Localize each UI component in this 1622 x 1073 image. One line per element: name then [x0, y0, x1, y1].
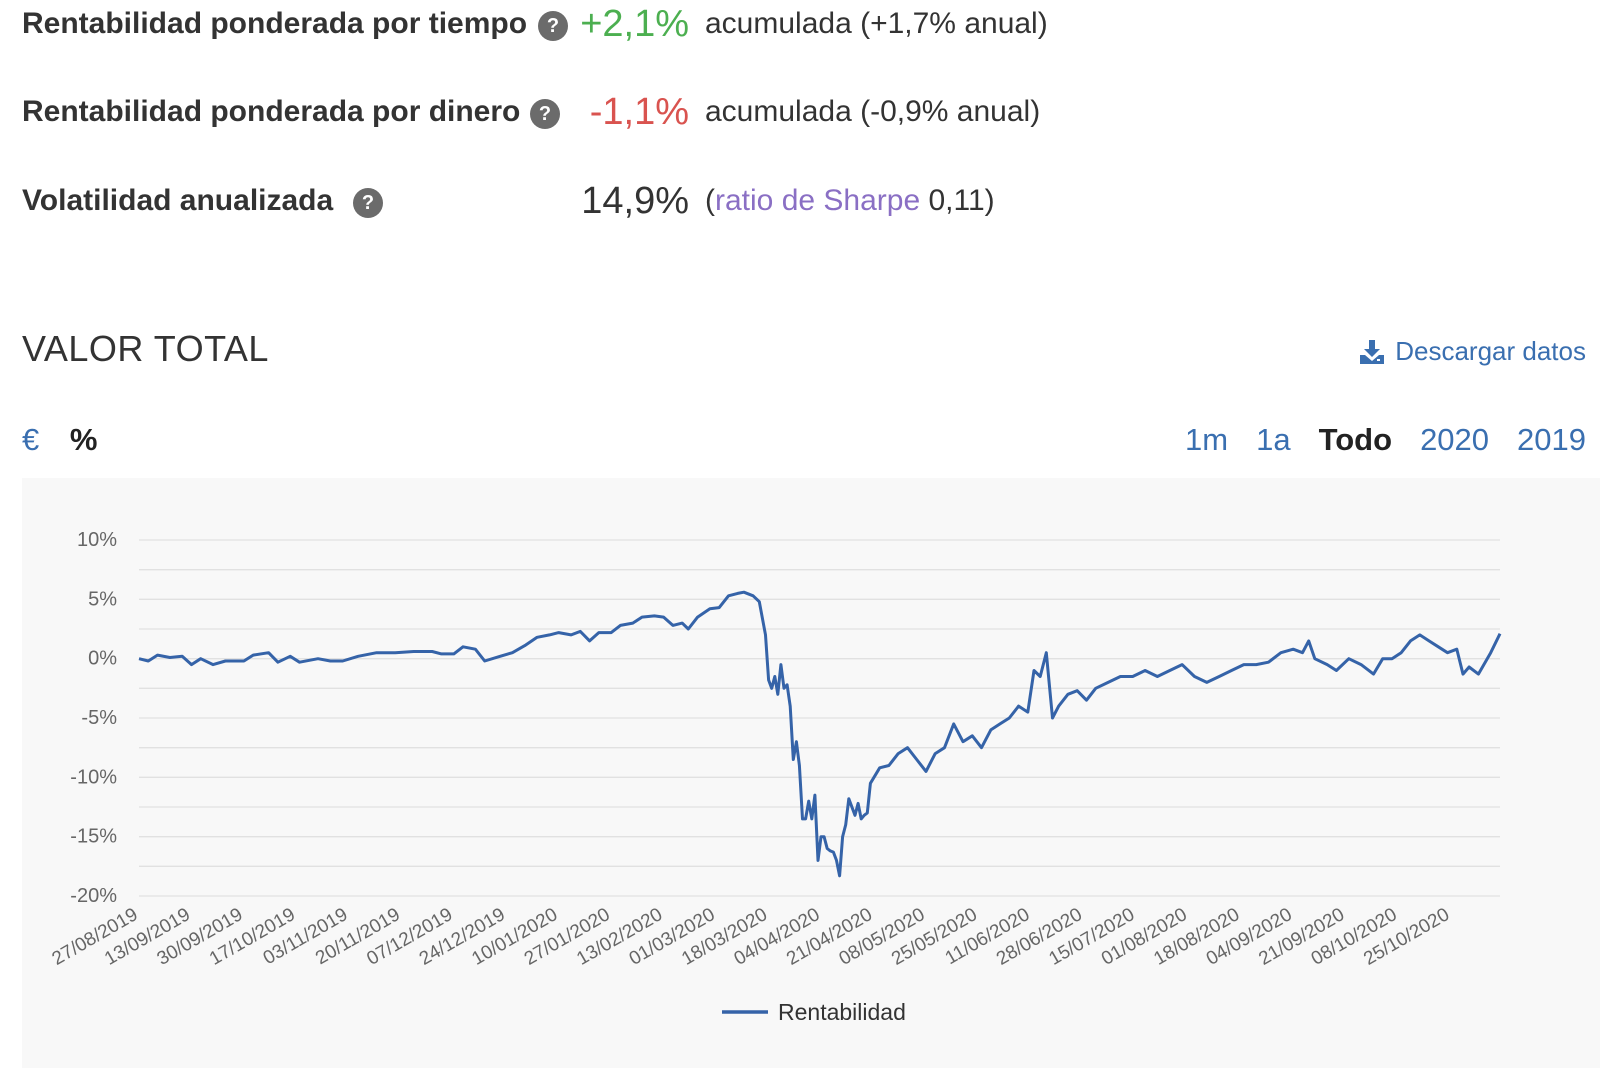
- range-2019[interactable]: 2019: [1517, 422, 1586, 457]
- y-tick-label: 5%: [88, 588, 117, 610]
- range-2020[interactable]: 2020: [1420, 422, 1490, 457]
- section-title: VALOR TOTAL: [22, 328, 269, 369]
- metric-label: Volatilidad anualizada: [22, 184, 334, 217]
- sharpe-ratio-link[interactable]: ratio de Sharpe: [715, 184, 921, 217]
- metric-value: 14,9%: [581, 180, 689, 222]
- y-tick-label: -10%: [70, 766, 117, 788]
- metric-detail: acumulada (-0,9% anual): [705, 95, 1041, 128]
- range-todo[interactable]: Todo: [1318, 422, 1393, 457]
- range-1a[interactable]: 1a: [1256, 422, 1291, 457]
- metric-label: Rentabilidad ponderada por dinero: [22, 95, 521, 128]
- metric-label: Rentabilidad ponderada por tiempo: [22, 7, 528, 40]
- help-icon[interactable]: ?: [538, 11, 568, 41]
- metric-annualized-volatility: Volatilidad anualizada ? 14,9% (ratio de…: [22, 180, 1222, 222]
- detail-prefix: (: [705, 184, 715, 217]
- metric-detail: acumulada (+1,7% anual): [705, 7, 1048, 40]
- y-tick-label: 0%: [88, 648, 117, 670]
- metric-time-weighted-return: Rentabilidad ponderada por tiempo ? +2,1…: [22, 3, 1222, 45]
- chart-container: 10% 5% 0% -5% -10% -15% -20% 27/08/2019 13/09/2…: [22, 478, 1600, 1068]
- range-toggle: 1m 1a Todo 2020 2019: [1185, 422, 1586, 458]
- legend-label[interactable]: Rentabilidad: [778, 999, 906, 1025]
- metric-detail: (ratio de Sharpe 0,11): [705, 181, 995, 221]
- help-icon[interactable]: ?: [530, 99, 560, 129]
- detail-suffix: 0,11): [920, 184, 995, 217]
- line-chart: 10%5%0%-5%-10%-15%-20% 27/08/201913/09/2…: [49, 529, 1502, 1025]
- help-icon[interactable]: ?: [353, 188, 383, 218]
- y-tick-label: -5%: [81, 707, 117, 729]
- download-icon: [1360, 339, 1385, 364]
- download-label: Descargar datos: [1395, 336, 1586, 366]
- y-tick-label: -20%: [70, 885, 117, 907]
- series-line-rentabilidad: [138, 590, 1502, 878]
- metric-money-weighted-return: Rentabilidad ponderada por dinero ? -1,1…: [22, 91, 1222, 133]
- unit-toggle-percent[interactable]: %: [69, 422, 98, 457]
- y-tick-label: 10%: [77, 529, 117, 551]
- metric-value: +2,1%: [580, 3, 689, 45]
- unit-toggle-euro[interactable]: €: [22, 422, 40, 457]
- unit-toggle: € %: [22, 422, 119, 458]
- range-1m[interactable]: 1m: [1185, 422, 1229, 457]
- download-data-button[interactable]: Descargar datos: [1359, 336, 1586, 367]
- metric-value: -1,1%: [589, 91, 689, 133]
- y-tick-label: -15%: [70, 826, 117, 848]
